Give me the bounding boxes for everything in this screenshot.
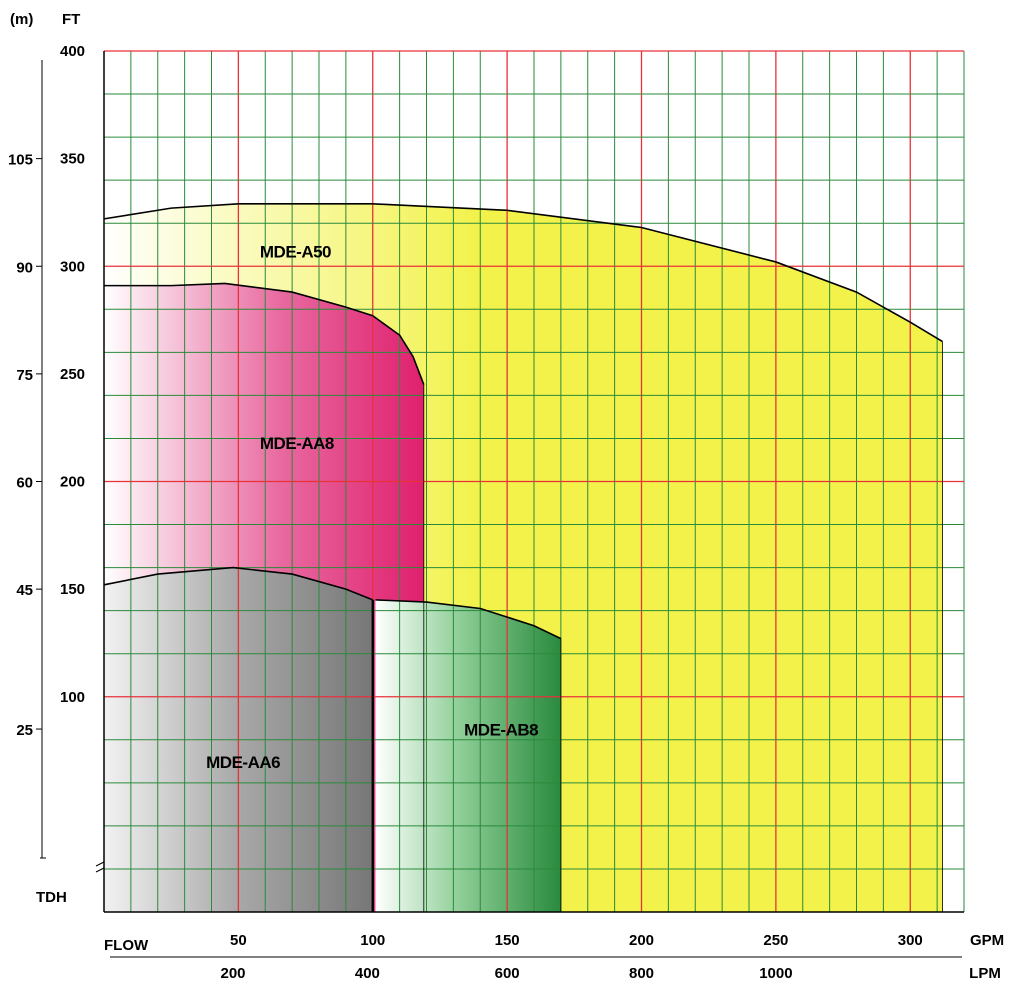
curve-mde-aa8 [104, 282, 425, 385]
x-gpm-tick-label: 150 [495, 932, 520, 949]
x-lpm-tick-label: 200 [220, 965, 245, 982]
unit-m-label: (m) [10, 11, 33, 28]
x-lpm-tick-label: 1000 [759, 965, 792, 982]
y-m-tick-label: 105 [8, 152, 33, 169]
series-label-mde-aa8: MDE-AA8 [260, 434, 334, 453]
y-ft-tick-label: 300 [60, 258, 85, 275]
x-gpm-tick-label: 200 [629, 932, 654, 949]
x-lpm-tick-label: 800 [629, 965, 654, 982]
x-gpm-tick-label: 50 [230, 932, 247, 949]
curve-mde-a50 [103, 203, 943, 343]
flow-label: FLOW [104, 937, 149, 954]
curve-outlines [103, 203, 943, 912]
x-gpm-tick-label: 300 [898, 932, 923, 949]
series-labels: MDE-A50 MDE-AA8 MDE-AA6 MDE-AB8 [206, 243, 538, 772]
y-m-tick-label: 90 [16, 259, 33, 276]
series-label-mde-a50: MDE-A50 [260, 243, 331, 262]
grid [103, 50, 965, 913]
x-lpm-tick-label: 400 [355, 965, 380, 982]
y-m-tick-label: 45 [16, 582, 33, 599]
x-gpm-tick-label: 100 [360, 932, 385, 949]
region-mde-ab8 [375, 599, 561, 912]
y-m-tick-label: 75 [16, 367, 33, 384]
curve-mde-aa6 [103, 566, 374, 601]
labels: (m) FT GPM FLOW TDH [10, 11, 1004, 954]
x-lpm-tick-label: 600 [495, 965, 520, 982]
lpm-unit-label: LPM [969, 965, 1001, 982]
y-ft-tick-label: 200 [60, 474, 85, 491]
gpm-unit-label: GPM [970, 932, 1004, 949]
axis-ticks: 100 150 200 250 300 350 400 105 90 75 60 45 25 50 100 1… [8, 43, 1001, 982]
unit-ft-label: FT [62, 11, 80, 28]
y-ft-tick-label: 250 [60, 366, 85, 383]
y-ft-tick-label: 350 [60, 151, 85, 168]
tdh-label: TDH [36, 889, 67, 906]
y-ft-tick-label: 150 [60, 581, 85, 598]
y-m-tick-label: 60 [16, 475, 33, 492]
series-label-mde-aa6: MDE-AA6 [206, 753, 280, 772]
x-gpm-tick-label: 250 [763, 932, 788, 949]
curve-mde-ab8 [375, 599, 562, 640]
y-m-tick-label: 25 [16, 722, 33, 739]
axis-break-mark [95, 861, 105, 873]
y-ft-tick-label: 400 [60, 43, 85, 60]
curve-regions [104, 203, 943, 913]
series-label-mde-ab8: MDE-AB8 [464, 720, 538, 739]
y-ft-tick-label: 100 [60, 689, 85, 706]
